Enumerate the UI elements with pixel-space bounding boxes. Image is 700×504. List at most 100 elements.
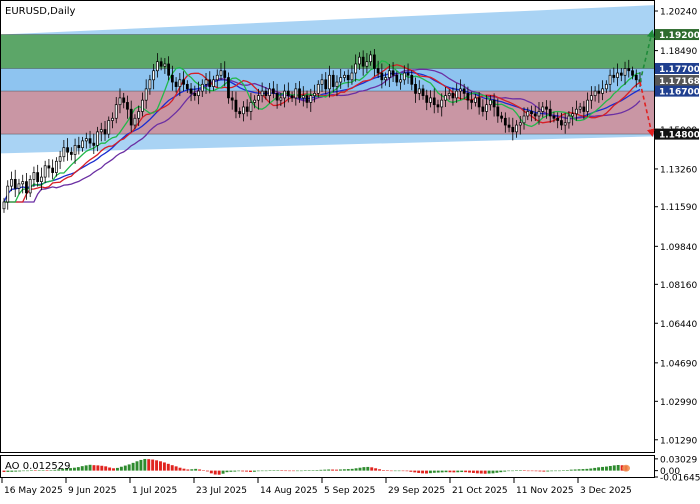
ao-bar [335,469,338,471]
ao-bar [323,469,327,471]
ao-bar [80,466,84,471]
ao-bar [593,467,597,471]
ao-bar [248,470,252,472]
candle-body [283,90,286,99]
ao-bar [616,464,620,471]
ao-bar [487,470,491,474]
ao-bar [327,469,331,471]
y-tick-label: 1.18490 [660,47,697,57]
ao-bar [495,470,499,473]
ao-bar [491,470,495,474]
ao-bar [268,470,272,471]
candle-body [141,99,144,112]
candle-body [477,97,481,108]
candle-body [634,74,638,81]
candle-body [275,93,279,101]
ao-bar [233,470,237,472]
candle-body [384,77,387,81]
candle-body [215,74,219,81]
candle-body [129,108,133,126]
ao-tick-label: 0.03029 [660,455,697,465]
candle-body [627,68,631,72]
candle-body [492,99,496,108]
candle-body [69,151,73,155]
ao-bar [381,470,385,471]
level-label: 1.16700 [659,88,700,98]
ao-bar [29,470,33,471]
ma-purple-line [4,68,641,203]
candle-body [455,90,459,99]
ao-bar [260,470,264,472]
candle-body [350,72,354,81]
candle-body [530,111,533,115]
ao-bar [507,470,511,472]
candle-body [126,102,129,110]
ao-bar [413,470,417,473]
level-box [655,128,699,140]
ao-bar [526,470,530,472]
candle-body [174,81,178,87]
ao-bar [143,458,147,471]
candle-body [316,83,320,94]
ao-bar [104,466,108,471]
candle-body [189,88,193,94]
candle-body [425,95,429,103]
ao-bar [49,470,53,471]
ao-bar [601,466,604,471]
candle-body [616,72,619,78]
candle-body [485,104,488,112]
ao-bar [612,465,616,471]
candle-body [170,74,174,83]
ao-bar [440,470,444,473]
ao-bar [72,467,76,471]
ao-bar [26,470,29,472]
candle-body [631,70,634,76]
ao-bar [209,470,213,474]
ao-bar [18,470,22,472]
candle-body [144,88,148,101]
candle-body [402,72,406,81]
candle-body [257,95,260,101]
candle-body [313,93,316,96]
ao-bar [409,470,413,472]
ao-bar [272,470,276,471]
ao-bar [542,470,546,472]
ao-bar [436,470,440,473]
candle-body [260,90,264,96]
ao-bar [428,470,432,474]
candle-body [6,185,10,203]
ao-bar [315,470,319,471]
ao-bar [354,468,358,471]
candle-body [470,99,474,103]
ao-bar [84,465,88,471]
ao-bar [389,470,393,472]
candle-body [28,179,32,194]
x-tick-label: 14 Aug 2025 [260,486,318,496]
y-tick-label: 1.02990 [660,398,697,408]
candle-body [152,70,156,81]
x-tick-label: 3 Dec 2025 [580,486,632,496]
ao-histogram [2,458,630,475]
level-label: 1.17700 [659,65,700,75]
candle-body [552,115,556,119]
candle-body [372,54,376,69]
ao-bar [53,469,57,471]
x-tick-label: 5 Sep 2025 [324,486,375,496]
ao-bar [159,461,162,471]
candle-body [286,90,290,96]
ao-bar [319,469,323,471]
candle-body [623,68,627,76]
ao-bar [448,470,452,473]
candle-body [268,88,272,96]
candle-body [77,145,81,149]
ao-bar [237,470,241,472]
candle-body [466,93,470,101]
candle-body [365,61,369,67]
ao-bar [550,470,554,472]
ao-bar [119,466,123,471]
ao-bar [452,470,456,473]
candle-body [421,88,425,96]
ao-bar [37,470,41,471]
